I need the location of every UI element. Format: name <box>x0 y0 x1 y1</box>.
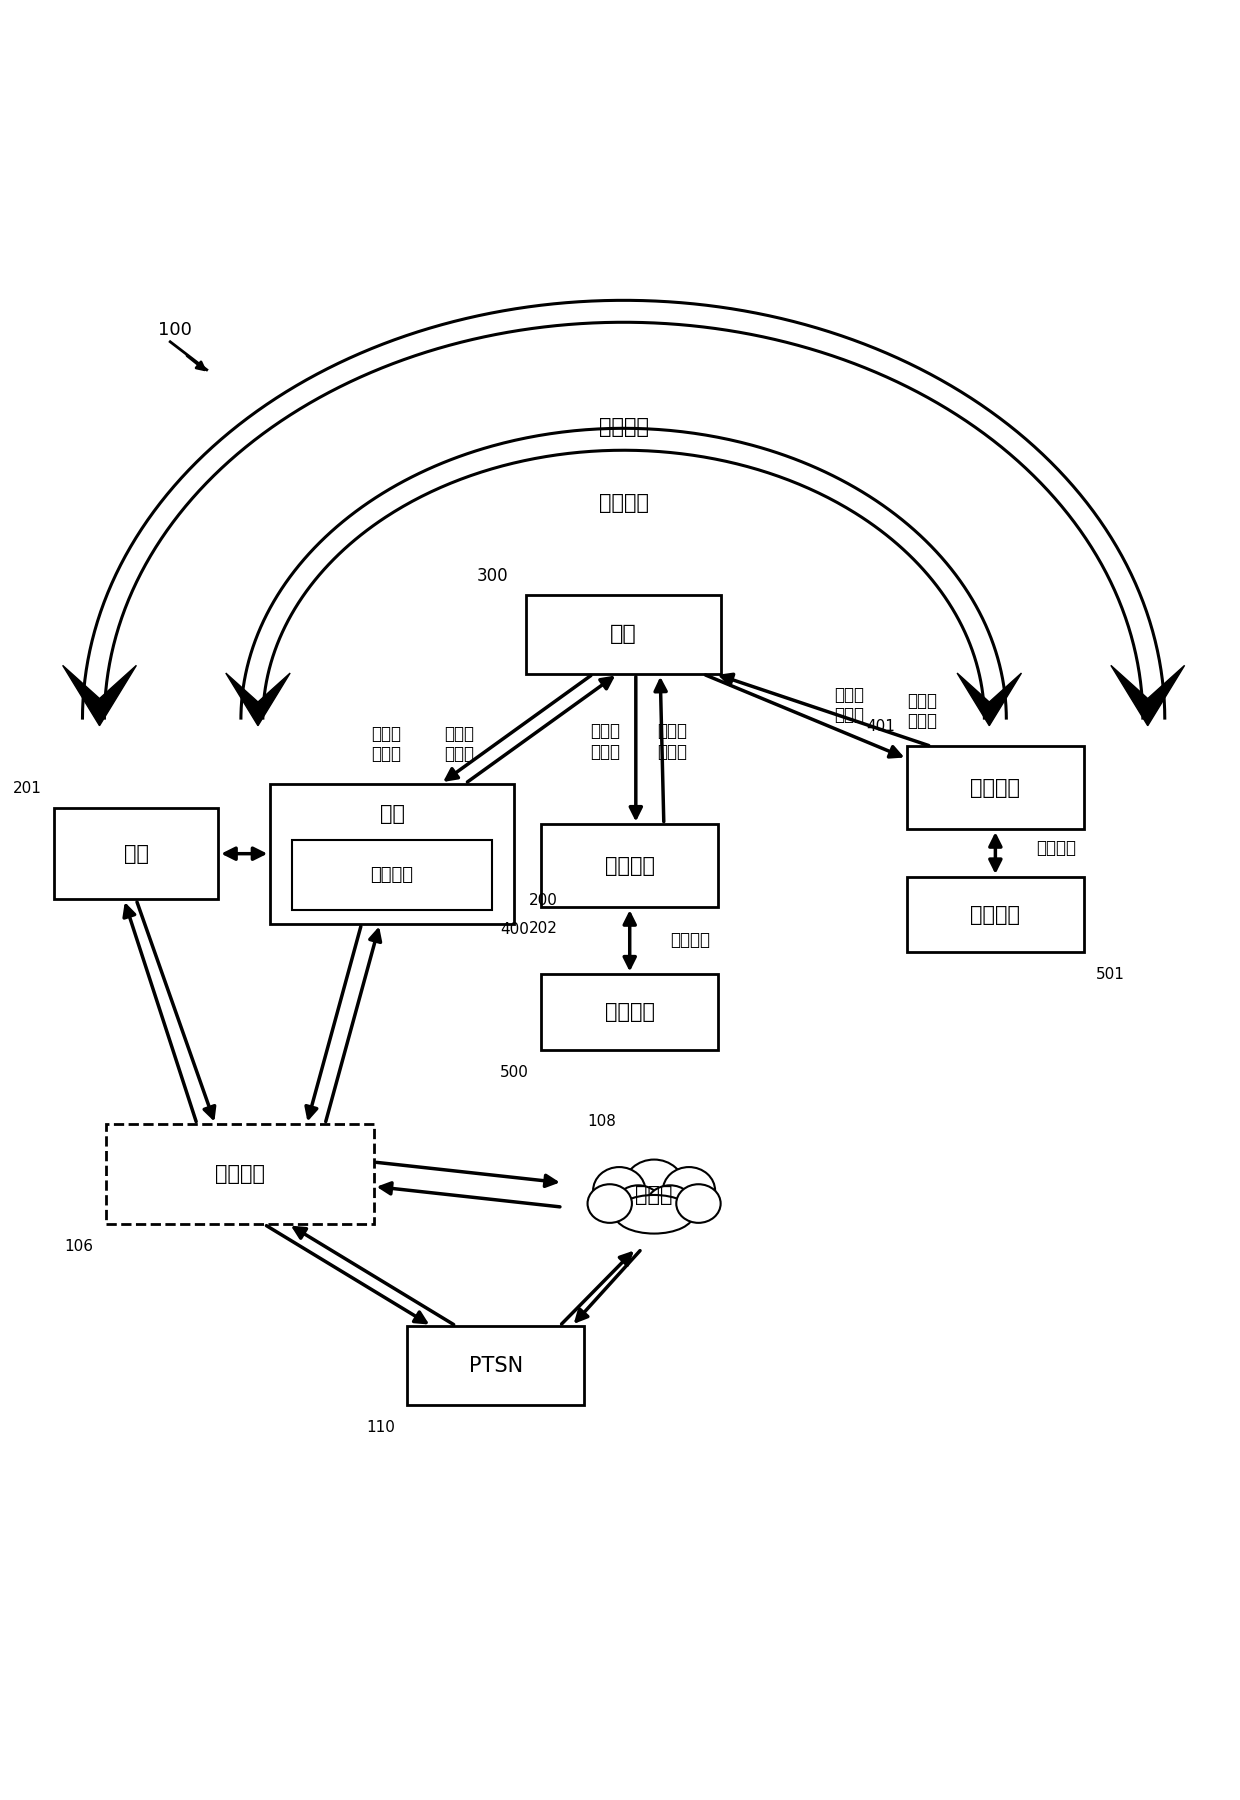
Text: 基础设施: 基础设施 <box>215 1165 264 1184</box>
Text: 网关: 网关 <box>124 844 149 864</box>
Ellipse shape <box>646 1186 693 1226</box>
Ellipse shape <box>588 1184 632 1222</box>
Text: 前向服
务链路: 前向服 务链路 <box>657 722 687 761</box>
Text: 前向链路: 前向链路 <box>599 493 649 513</box>
Text: 200: 200 <box>528 893 558 909</box>
Ellipse shape <box>615 1195 693 1233</box>
Text: 300: 300 <box>476 567 508 585</box>
Text: 互联网: 互联网 <box>635 1184 673 1204</box>
Text: PTSN: PTSN <box>469 1355 523 1375</box>
Text: 返回链路: 返回链路 <box>599 418 649 437</box>
Text: 202: 202 <box>528 922 558 936</box>
Polygon shape <box>226 673 290 725</box>
Text: 接入链路: 接入链路 <box>671 931 711 949</box>
Ellipse shape <box>663 1166 715 1215</box>
FancyBboxPatch shape <box>906 877 1084 952</box>
Text: 前向服
务链路: 前向服 务链路 <box>908 691 937 731</box>
Text: 201: 201 <box>12 781 42 796</box>
Text: 106: 106 <box>64 1238 93 1255</box>
Text: 返回服
务链路: 返回服 务链路 <box>590 722 620 761</box>
Text: 401: 401 <box>866 720 895 734</box>
Text: 卫星: 卫星 <box>610 625 637 644</box>
Ellipse shape <box>676 1184 720 1222</box>
Text: 501: 501 <box>1096 967 1125 983</box>
Text: 接入链路: 接入链路 <box>1037 839 1076 857</box>
FancyBboxPatch shape <box>53 808 218 900</box>
Ellipse shape <box>615 1186 662 1226</box>
FancyBboxPatch shape <box>906 747 1084 830</box>
Polygon shape <box>1111 666 1184 725</box>
Text: 用户设备: 用户设备 <box>971 905 1021 925</box>
Polygon shape <box>63 666 136 725</box>
Text: 前向馈
线链路: 前向馈 线链路 <box>371 725 401 763</box>
FancyBboxPatch shape <box>293 839 492 909</box>
FancyBboxPatch shape <box>270 783 513 923</box>
Text: 用户终端: 用户终端 <box>971 778 1021 797</box>
Text: 用户终端: 用户终端 <box>605 855 655 877</box>
Text: 400: 400 <box>500 922 529 938</box>
FancyBboxPatch shape <box>542 824 718 907</box>
FancyBboxPatch shape <box>105 1125 373 1224</box>
Ellipse shape <box>593 1166 645 1215</box>
Text: 100: 100 <box>157 320 192 338</box>
Text: 网关: 网关 <box>379 805 404 824</box>
Polygon shape <box>957 673 1022 725</box>
Text: 切换控制: 切换控制 <box>371 866 414 884</box>
FancyBboxPatch shape <box>542 974 718 1049</box>
Text: 108: 108 <box>587 1114 616 1129</box>
FancyBboxPatch shape <box>407 1327 584 1406</box>
Text: 用户设备: 用户设备 <box>605 1003 655 1022</box>
Text: 返回馈
线链路: 返回馈 线链路 <box>444 725 474 763</box>
Text: 返回服
务链路: 返回服 务链路 <box>835 686 864 724</box>
Text: 500: 500 <box>500 1064 529 1080</box>
Ellipse shape <box>624 1159 684 1213</box>
FancyBboxPatch shape <box>526 594 722 673</box>
Text: 110: 110 <box>366 1420 396 1435</box>
